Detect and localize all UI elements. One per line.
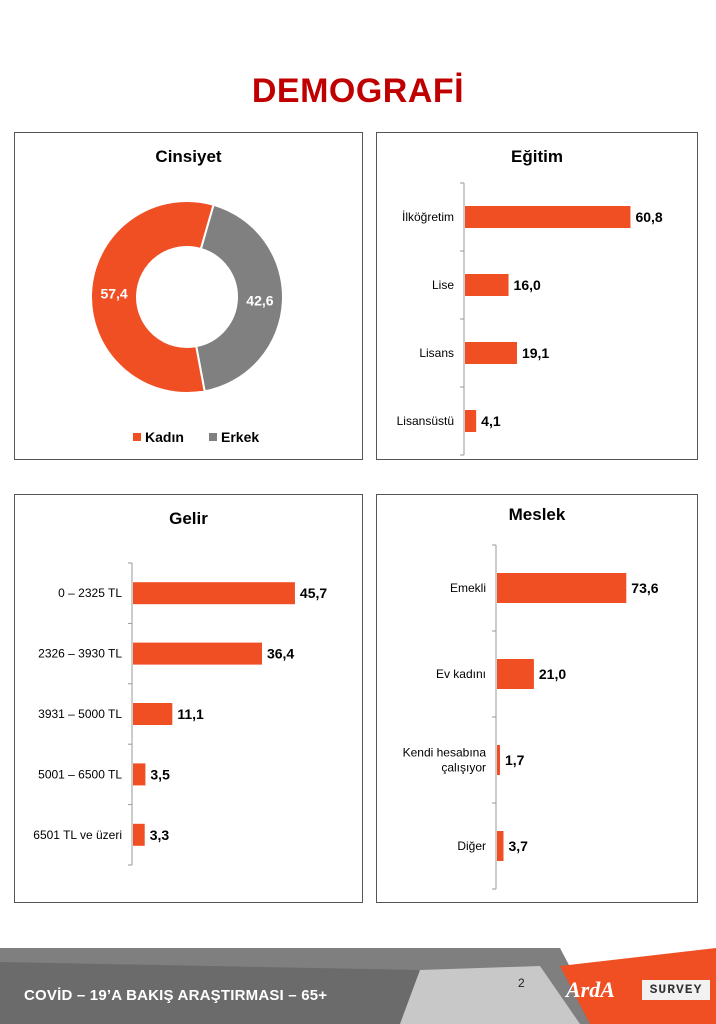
bar-value-label: 19,1 <box>522 345 549 361</box>
bar-category-label: Lise <box>432 278 454 292</box>
page-number: 2 <box>518 976 525 990</box>
bar-category-label: Lisans <box>419 346 454 360</box>
bar-value-label: 73,6 <box>631 580 658 596</box>
legend-label: Erkek <box>221 429 259 445</box>
bar-value-label: 45,7 <box>300 585 327 601</box>
areda-survey-logo: ArdA SURVEY <box>566 977 712 1003</box>
bar-value-label: 3,7 <box>509 838 529 854</box>
page-title: DEMOGRAFİ <box>251 72 465 110</box>
bar-value-label: 3,3 <box>150 827 170 843</box>
gender-chart-panel: Cinsiyet 42,6 57,4 Kadın Erkek <box>14 132 363 460</box>
bar <box>465 206 631 228</box>
legend-swatch <box>209 433 217 441</box>
bar-category-label: 2326 – 3930 TL <box>38 647 122 661</box>
bar <box>133 582 295 605</box>
bar-category-label: 5001 – 6500 TL <box>38 767 122 781</box>
income-bar-chart: 45,7 0 – 2325 TL 36,4 2326 – 3930 TL 11,1 393… <box>33 562 327 866</box>
bar-category-label: 3931 – 5000 TL <box>38 707 122 721</box>
bar <box>465 410 477 432</box>
occupation-chart-title: Meslek <box>508 505 566 524</box>
bar-value-label: 36,4 <box>267 646 294 662</box>
bar-category-label: Ev kadını <box>436 667 486 681</box>
logo-primary-text: ArdA <box>566 977 615 1002</box>
bar <box>497 745 500 775</box>
bar <box>133 823 145 846</box>
education-bar-chart: 60,8 İlköğretim 16,0 Lise 19,1 Lisans 4,1 Lisan… <box>397 182 663 456</box>
bar-category-label: Diğer <box>457 839 486 853</box>
bar-value-label: 11,1 <box>177 706 204 722</box>
bar-value-label: 21,0 <box>539 666 566 682</box>
bar <box>497 573 627 603</box>
education-chart-panel: Eğitim 60,8 İlköğretim 16,0 Lise 19,1 Lisans 4… <box>376 132 698 460</box>
bar-category-label: 6501 TL ve üzeri <box>33 828 122 842</box>
donut-slice-label: 42,6 <box>246 292 273 308</box>
occupation-chart-panel: Meslek 73,6 Emekli 21,0 Ev kadını 1,7 Kendi h… <box>376 494 698 903</box>
gender-donut-chart: 42,6 57,4 Kadın Erkek <box>90 200 284 445</box>
bar-value-label: 1,7 <box>505 752 525 768</box>
donut-slice-label: 57,4 <box>100 286 127 302</box>
bar-category-label: 0 – 2325 TL <box>58 586 122 600</box>
income-chart-panel: Gelir 45,7 0 – 2325 TL 36,4 2326 – 3930 TL 1… <box>14 494 363 903</box>
legend-swatch <box>133 433 141 441</box>
donut-slice-kadın <box>90 200 215 394</box>
bar-value-label: 60,8 <box>635 209 662 225</box>
footer-study-title: COVİD – 19’A BAKIŞ ARAŞTIRMASI – 65+ <box>24 987 328 1004</box>
donut-slice-erkek <box>195 203 284 393</box>
logo-secondary-text: SURVEY <box>642 980 710 1000</box>
bar <box>133 642 262 665</box>
bar <box>465 274 509 296</box>
bar-category-label: Emekli <box>450 581 486 595</box>
bar <box>133 703 173 725</box>
bar-category-label: Kendi hesabına <box>403 746 487 760</box>
bar-category-label: çalışıyor <box>441 761 486 775</box>
bar-value-label: 4,1 <box>481 413 501 429</box>
footer-band <box>0 948 716 1024</box>
legend-label: Kadın <box>145 429 184 445</box>
bar <box>497 831 504 861</box>
bar <box>465 342 517 364</box>
occupation-bar-chart: 73,6 Emekli 21,0 Ev kadını 1,7 Kendi hesabına… <box>403 544 659 890</box>
gender-chart-title: Cinsiyet <box>155 147 222 166</box>
bar <box>133 763 146 786</box>
bar-category-label: İlköğretim <box>402 210 454 224</box>
bar <box>497 659 534 689</box>
education-chart-title: Eğitim <box>511 147 563 166</box>
income-chart-title: Gelir <box>169 509 208 528</box>
bar-value-label: 3,5 <box>150 766 170 782</box>
bar-category-label: Lisansüstü <box>397 414 454 428</box>
bar-value-label: 16,0 <box>514 277 541 293</box>
